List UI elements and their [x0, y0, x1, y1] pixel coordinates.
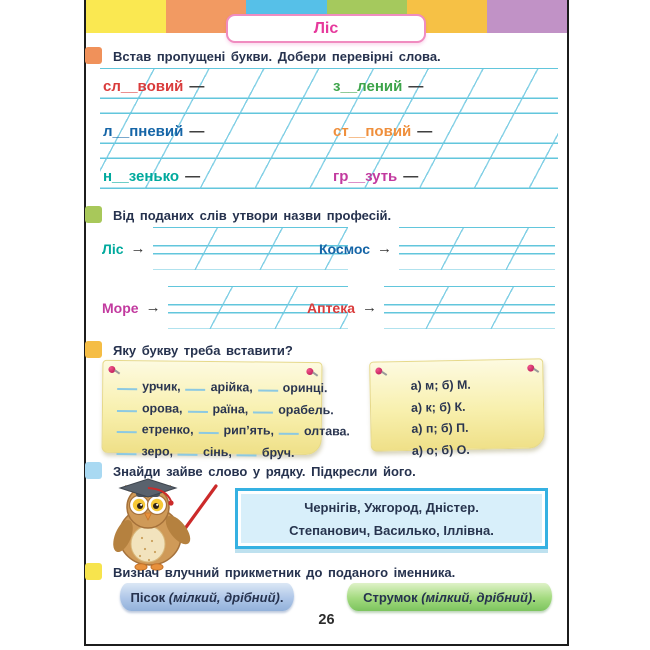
blank-underline — [117, 380, 138, 391]
word-dash: — — [408, 78, 424, 95]
word-dash: — — [185, 168, 201, 185]
practice-word: н__зенько — — [103, 168, 201, 185]
profession-item: Космос → — [319, 226, 555, 271]
task-3-heading-row: Яку букву треба вставити? — [85, 341, 555, 359]
task-2-marker — [85, 206, 102, 223]
writing-lines[interactable] — [384, 286, 555, 329]
blank-underline — [116, 444, 137, 455]
note-line: зеро, сінь, бруч. — [116, 441, 314, 465]
owl-teacher-illustration — [113, 478, 218, 571]
task-5-marker — [85, 563, 102, 580]
answer-line: а) п; б) П. — [411, 420, 469, 436]
note-line: урчик, арійка, оринці. — [117, 376, 328, 400]
answer-line: а) м; б) М. — [410, 377, 471, 393]
profession-item: Ліс → — [102, 226, 348, 271]
workbook-page: Ліс Встав пропущені букви. Добери переві… — [84, 0, 569, 646]
word-box-line: Степанович, Василько, Іллівна. — [289, 522, 494, 538]
answer-line: а) к; б) К. — [410, 399, 466, 415]
task-1-heading: Встав пропущені букви. Добери перевірні … — [113, 49, 441, 64]
practice-word: л__пневий — — [103, 123, 205, 140]
profession-item: Море → — [102, 285, 348, 330]
word-dash: — — [417, 123, 433, 140]
blank-underline — [253, 402, 274, 414]
writing-lines[interactable] — [167, 286, 348, 329]
ribbon-sand: Пісок (мілкий, дрібний). — [116, 583, 298, 615]
tab-purple — [486, 0, 568, 33]
task-2-heading-row: Від поданих слів утвори назви професій. — [85, 206, 555, 224]
profession-item: Аптека → — [307, 285, 555, 330]
sticky-note-2: а) м; б) М. а) к; б) К. а) п; б) П. а) о… — [369, 358, 545, 457]
answer-line: а) о; б) О. — [411, 442, 470, 458]
blank-underline — [257, 381, 278, 392]
ribbon-noun: Струмок — [363, 589, 418, 605]
blank-underline — [236, 445, 257, 456]
lesson-title: Ліс — [313, 19, 339, 37]
pushpin-icon — [306, 367, 314, 376]
blank-underline — [279, 424, 300, 435]
blank-underline — [198, 423, 219, 435]
writing-lines[interactable] — [399, 227, 555, 270]
word-dash: — — [403, 168, 419, 185]
profession-label: Море — [102, 299, 139, 316]
page-number: 26 — [318, 612, 335, 628]
profession-label: Ліс — [102, 240, 124, 257]
task-1-heading-row: Встав пропущені букви. Добери перевірні … — [85, 47, 555, 65]
blank-underline — [116, 401, 138, 412]
sticky-note-1: урчик, арійка, оринці. орова, раїна, орабель.… — [101, 359, 350, 459]
practice-word: з__лений — — [333, 78, 424, 95]
note-line: орова, раїна, орабель. — [116, 398, 334, 422]
practice-word: гр__зуть — — [333, 168, 419, 185]
arrow-icon: → — [145, 299, 161, 316]
sticky-note-1-lines: урчик, арійка, оринці. орова, раїна, орабель.… — [116, 376, 350, 465]
blank-underline — [116, 423, 137, 434]
ribbon-adjectives: (мілкий, дрібний) — [421, 589, 533, 605]
task-3-heading: Яку букву треба вставити? — [113, 343, 293, 358]
task-4-heading: Знайди зайве слово у рядку. Підкресли йо… — [113, 464, 416, 479]
pushpin-icon — [108, 365, 116, 373]
blank-underline — [185, 380, 206, 391]
handwriting-ruled-area[interactable]: сл__вовий — з__лений — л__пневий — ст__пови… — [100, 68, 558, 189]
lesson-title-box: Ліс — [226, 14, 426, 43]
word-dash: — — [189, 123, 205, 140]
word-box-line: Чернігів, Ужгород, Дністер. — [304, 499, 479, 515]
practice-word: сл__вовий — — [103, 78, 205, 95]
blank-underline — [187, 402, 208, 413]
pushpin-icon — [527, 364, 535, 372]
arrow-icon: → — [362, 299, 378, 316]
ribbon-noun: Пісок — [130, 589, 166, 605]
task-2-heading: Від поданих слів утвори назви професій. — [113, 208, 392, 223]
task-5-heading-row: Визнач влучний прикметник до поданого ім… — [85, 563, 555, 581]
tab-yellow — [86, 0, 167, 33]
task-4-heading-row: Знайди зайве слово у рядку. Підкресли йо… — [85, 462, 555, 480]
ribbon-stream: Струмок (мілкий, дрібний). — [343, 583, 556, 615]
ribbon-adjectives: (мілкий, дрібний) — [168, 589, 280, 605]
task-1-marker — [85, 47, 102, 64]
profession-label: Аптека — [307, 299, 356, 316]
note-line: етренко, рип’ять, олтава. — [116, 419, 350, 443]
task-3-marker — [85, 341, 102, 358]
arrow-icon: → — [377, 240, 393, 257]
word-box: Чернігів, Ужгород, Дністер. Степанович, … — [235, 488, 548, 549]
task-4-marker — [85, 462, 102, 479]
blank-underline — [177, 445, 199, 456]
task-5-heading: Визнач влучний прикметник до поданого ім… — [113, 565, 456, 580]
profession-label: Космос — [319, 240, 371, 257]
arrow-icon: → — [130, 240, 146, 257]
practice-word: ст__повий — — [333, 123, 433, 140]
writing-lines[interactable] — [152, 227, 348, 270]
word-dash: — — [189, 78, 205, 95]
pushpin-icon — [375, 367, 383, 375]
